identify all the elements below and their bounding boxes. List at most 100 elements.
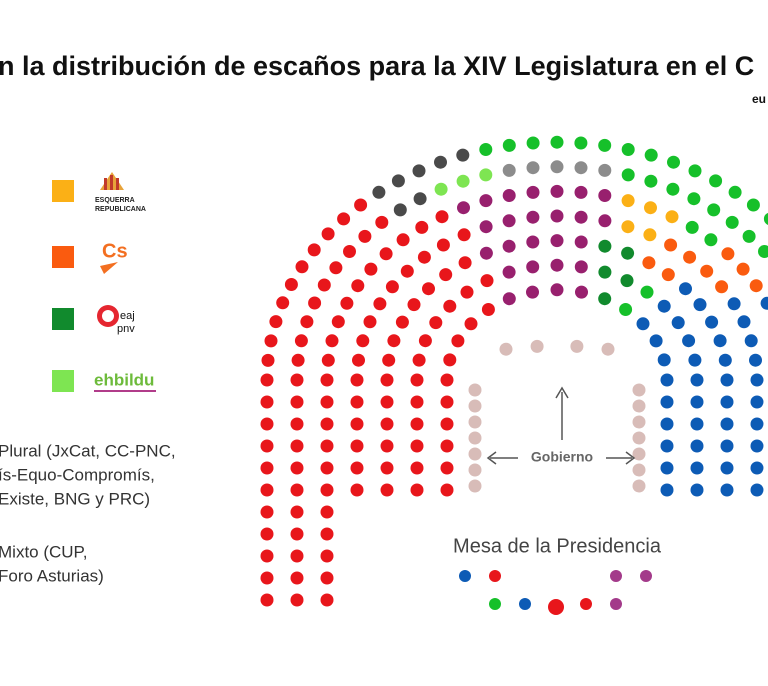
seat [690,417,704,431]
seat [320,593,334,607]
seat [598,239,612,253]
seat [321,353,335,367]
seat [380,395,394,409]
seat [290,417,304,431]
seat [412,353,426,367]
seat [375,215,389,229]
seat [410,395,424,409]
seat [526,285,539,299]
seat [479,220,493,234]
seat [601,342,615,356]
seat [393,203,407,217]
seat [435,210,449,224]
seat [429,316,443,330]
pnv-mark [102,310,114,322]
seat [502,239,516,253]
seat [320,549,334,563]
seat [387,334,401,348]
seat [443,353,457,367]
seat [260,395,274,409]
seat [350,417,364,431]
seat [320,483,334,497]
seat [400,264,414,278]
seat [391,174,405,188]
seat [632,399,646,413]
seat [380,461,394,475]
seat [379,247,393,261]
seat [407,298,421,312]
seat [728,185,742,199]
seat [574,235,588,249]
seat [380,483,394,497]
seat [300,315,314,329]
seat [667,155,680,169]
seat [410,417,424,431]
seat [440,439,454,453]
seat [260,439,274,453]
seat [481,303,495,316]
legend-text: REPUBLICANA [95,206,146,213]
seat [468,415,482,429]
seat [380,439,394,453]
seat [380,417,394,431]
seat [480,274,494,288]
seat [290,461,304,475]
seat [350,483,364,497]
seat [320,439,334,453]
seat [290,571,304,585]
seat [260,483,274,497]
seat [621,168,635,182]
seat [382,353,396,367]
seat [320,571,334,585]
seat [683,250,697,264]
seat [290,395,304,409]
seat [351,279,365,293]
seat [704,233,718,247]
seat [720,439,734,453]
legend-text: Cs [102,240,128,262]
seat [320,373,334,387]
seat [290,439,304,453]
seat [440,483,454,497]
seat [320,417,334,431]
seat [688,164,702,178]
seat [443,299,457,313]
group-text: ís-Equo-Compromís, [0,465,155,484]
seat [750,395,764,409]
seat [705,315,719,329]
seat [479,143,493,156]
seat [763,212,768,225]
seat [385,280,399,294]
seat [410,461,424,475]
legend-swatch [52,180,74,202]
seat [660,417,674,431]
bildu-line [94,390,156,392]
seat [550,160,564,174]
seat [468,447,482,461]
seat [440,417,454,431]
seat [410,373,424,387]
seat [320,527,334,541]
seat [687,192,701,206]
seat [291,353,305,367]
seat [690,483,704,497]
seat [720,483,734,497]
mesa-seats [459,570,652,615]
seat [468,431,482,445]
seat [350,395,364,409]
seat [261,353,275,367]
seat [574,210,588,224]
arrow [625,451,636,465]
seat [574,260,588,274]
seat [526,161,540,175]
seat [502,292,516,306]
seat [456,148,470,162]
seat [502,214,516,228]
group-text: Existe, BNG y PRC) [0,489,150,508]
seat [502,189,516,202]
seat [750,483,764,497]
seat [460,285,474,299]
seat [598,265,612,279]
legend-swatch [52,246,74,268]
seat [363,315,377,329]
